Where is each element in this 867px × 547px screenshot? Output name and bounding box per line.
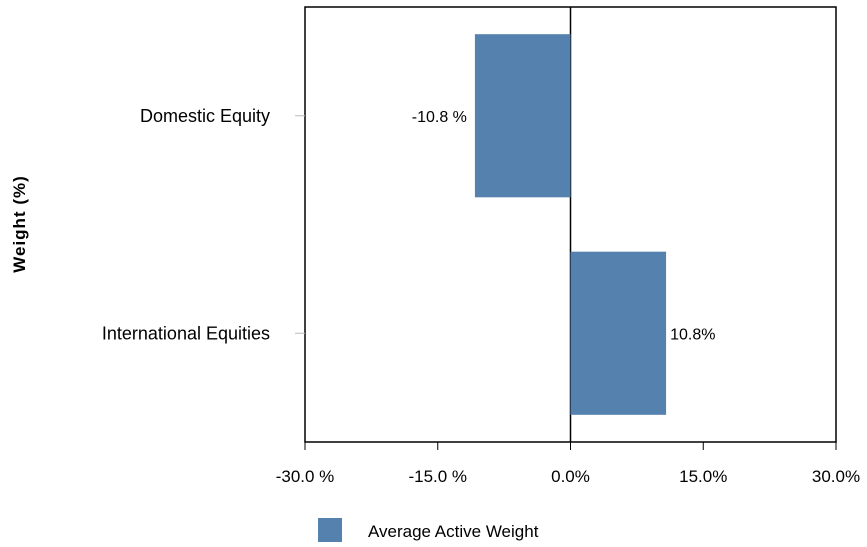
legend-swatch	[318, 518, 342, 542]
data-label: 10.8%	[670, 326, 715, 343]
bar-international-equities	[570, 251, 667, 415]
x-tick-label: 30.0%	[812, 467, 860, 486]
x-tick-label: 15.0%	[679, 467, 727, 486]
x-tick-label: -15.0 %	[408, 467, 467, 486]
bar-domestic-equity	[474, 34, 571, 198]
data-label: -10.8 %	[412, 109, 467, 126]
x-tick-label: 0.0%	[551, 467, 590, 486]
legend-label: Average Active Weight	[368, 522, 539, 541]
category-label: Domestic Equity	[140, 106, 270, 126]
y-axis-title: Weight (%)	[10, 175, 29, 273]
category-label: International Equities	[102, 323, 270, 343]
x-tick-label: -30.0 %	[276, 467, 335, 486]
